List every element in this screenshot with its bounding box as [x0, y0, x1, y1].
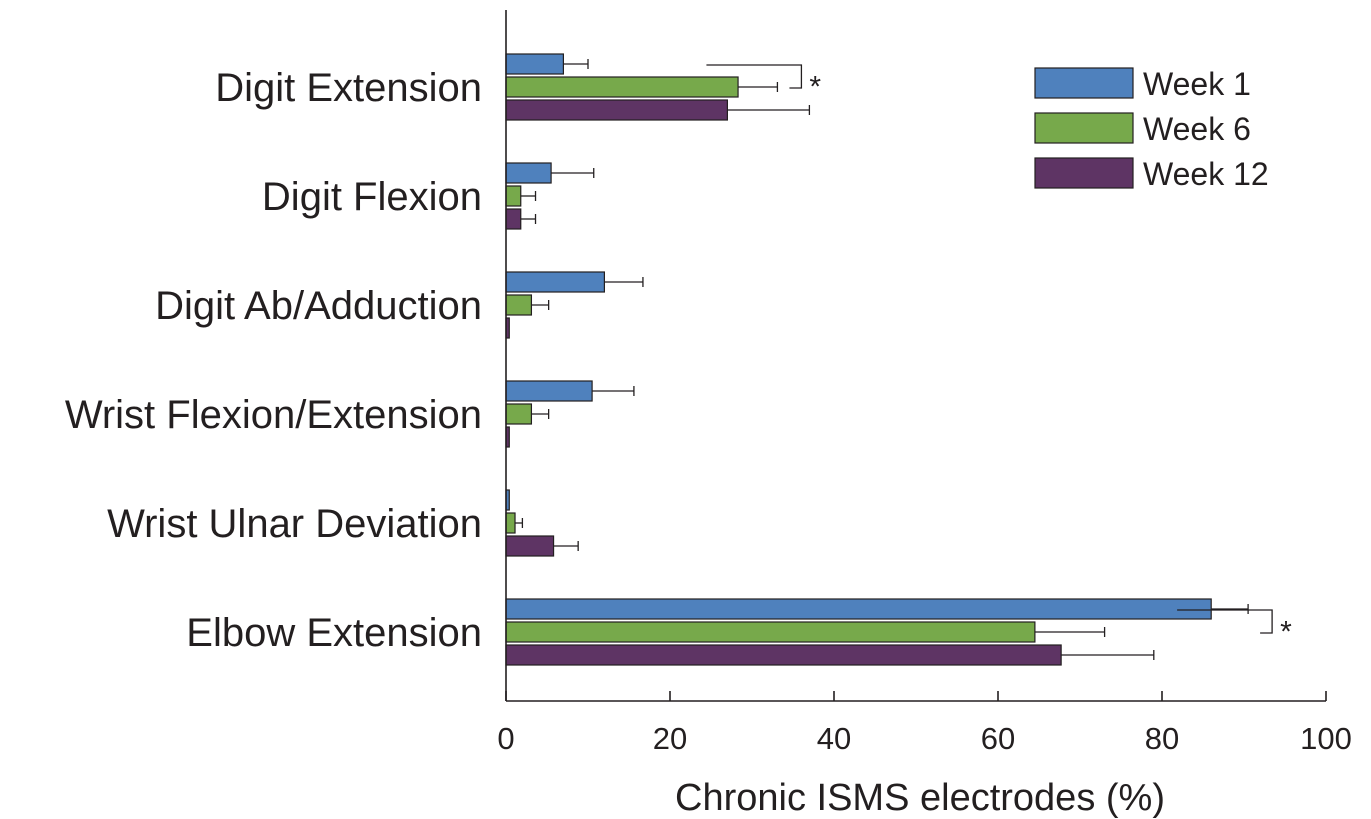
x-tick-label-60: 60: [981, 721, 1015, 756]
bar-digit-flexion-week-12: [505, 208, 522, 230]
bars-group: [505, 53, 1212, 666]
x-tick-label-100: 100: [1300, 721, 1352, 756]
significance-bracket-digit-extension: [706, 64, 803, 89]
bar-wrist-ulnar-deviation-week-12: [505, 535, 555, 557]
significance-marker-digit-extension: *: [809, 71, 821, 104]
x-tick-label-80: 80: [1145, 721, 1179, 756]
x-axis-title: Chronic ISMS electrodes (%): [675, 777, 1165, 819]
x-tick-label-20: 20: [653, 721, 687, 756]
legend-label-week-6: Week 6: [1143, 111, 1251, 147]
bar-digit-flexion-week-1: [505, 162, 552, 184]
category-label-digit-ab-adduction: Digit Ab/Adduction: [155, 284, 482, 328]
legend-label-week-1: Week 1: [1143, 66, 1251, 102]
bar-digit-ab-adduction-week-1: [505, 271, 606, 293]
category-label-wrist-flexion-extension: Wrist Flexion/Extension: [65, 393, 482, 437]
bar-digit-ab-adduction-week-6: [505, 294, 533, 316]
bar-elbow-extension-week-1: [505, 598, 1212, 620]
bar-digit-flexion-week-6: [505, 185, 522, 207]
significance-marker-elbow-extension: *: [1280, 616, 1292, 649]
bar-elbow-extension-week-12: [505, 644, 1062, 666]
legend: Week 1 Week 6 Week 12: [1034, 66, 1269, 192]
bar-wrist-flexion-extension-week-1: [505, 380, 593, 402]
significance-group: **: [706, 64, 1292, 649]
bar-wrist-ulnar-deviation-week-6: [505, 512, 516, 534]
bar-wrist-flexion-extension-week-6: [505, 403, 533, 425]
error-bars-group: [515, 59, 1249, 660]
x-tick-label-0: 0: [497, 721, 514, 756]
legend-label-week-12: Week 12: [1143, 156, 1269, 192]
category-label-digit-flexion: Digit Flexion: [262, 175, 482, 219]
bar-digit-extension-week-1: [505, 53, 565, 75]
significance-bracket-elbow-extension: [1177, 609, 1273, 634]
category-label-wrist-ulnar-deviation: Wrist Ulnar Deviation: [107, 502, 482, 546]
category-label-elbow-extension: Elbow Extension: [186, 611, 482, 655]
x-tick-label-40: 40: [817, 721, 851, 756]
bar-digit-extension-week-6: [505, 76, 739, 98]
axes-group: Digit Extension Digit Flexion Digit Ab/Add…: [65, 10, 1352, 756]
category-label-digit-extension: Digit Extension: [215, 66, 482, 110]
legend-swatch-week-6: [1034, 112, 1134, 144]
legend-swatch-week-12: [1034, 157, 1134, 189]
bar-elbow-extension-week-6: [505, 621, 1036, 643]
bar-digit-extension-week-12: [505, 99, 728, 121]
legend-swatch-week-1: [1034, 67, 1134, 99]
